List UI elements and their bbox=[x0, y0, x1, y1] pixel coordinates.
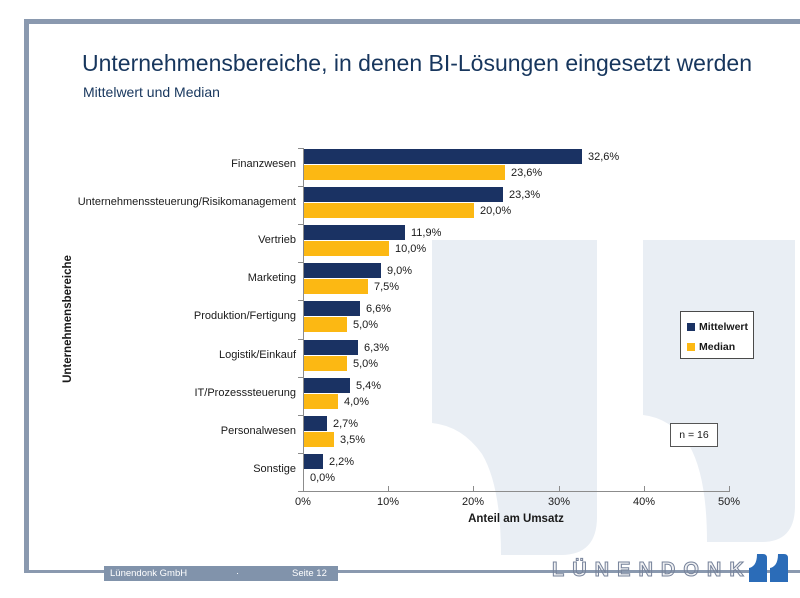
x-axis-tick bbox=[473, 486, 474, 491]
bar-median bbox=[304, 432, 334, 447]
y-axis-tick bbox=[298, 148, 303, 149]
slide-frame-top bbox=[24, 19, 800, 24]
category-label: IT/Prozesssteuerung bbox=[194, 387, 297, 399]
y-axis-tick bbox=[298, 491, 303, 492]
x-axis-tick bbox=[388, 486, 389, 491]
bar-mittelwert bbox=[304, 149, 582, 164]
value-label: 5,4% bbox=[356, 380, 382, 392]
value-label: 6,3% bbox=[364, 342, 390, 354]
bar-median bbox=[304, 356, 347, 371]
y-axis-tick bbox=[298, 339, 303, 340]
value-label: 2,2% bbox=[329, 456, 355, 468]
mittelwert-swatch-icon bbox=[687, 322, 695, 331]
bar-median bbox=[304, 203, 474, 218]
legend-label: Mittelwert bbox=[699, 321, 749, 333]
footer-company: Lünendonk GmbH bbox=[110, 568, 188, 579]
category-label: Finanzwesen bbox=[231, 158, 296, 170]
bar-mittelwert bbox=[304, 263, 381, 278]
footer-page-number: Seite 12 bbox=[292, 568, 327, 579]
y-axis-tick bbox=[298, 415, 303, 416]
chart-legend: Mittelwert Median bbox=[680, 311, 754, 359]
page-title: Unternehmensbereiche, in denen BI-Lösung… bbox=[82, 50, 752, 76]
x-axis-tick bbox=[644, 486, 645, 491]
y-axis-tick bbox=[298, 262, 303, 263]
bar-median bbox=[304, 165, 505, 180]
category-label: Vertrieb bbox=[258, 234, 296, 246]
footer-separator: · bbox=[236, 568, 240, 579]
y-axis-tick bbox=[298, 300, 303, 301]
value-label: 2,7% bbox=[333, 418, 359, 430]
value-label: 9,0% bbox=[387, 265, 413, 277]
bar-mittelwert bbox=[304, 225, 405, 240]
value-label: 6,6% bbox=[366, 303, 392, 315]
x-tick-label: 50% bbox=[717, 496, 741, 508]
x-axis-line bbox=[303, 491, 730, 492]
value-label: 4,0% bbox=[344, 396, 370, 408]
value-label: 5,0% bbox=[353, 358, 379, 370]
y-axis-tick bbox=[298, 377, 303, 378]
value-label: 32,6% bbox=[588, 151, 620, 163]
x-tick-label: 30% bbox=[547, 496, 571, 508]
category-label: Personalwesen bbox=[220, 425, 296, 437]
bar-mittelwert bbox=[304, 301, 360, 316]
x-tick-label: 40% bbox=[632, 496, 656, 508]
bar-mittelwert bbox=[304, 340, 358, 355]
category-label: Logistik/Einkauf bbox=[218, 349, 296, 361]
category-label: Produktion/Fertigung bbox=[193, 310, 296, 322]
bar-mittelwert bbox=[304, 416, 327, 431]
value-label: 23,6% bbox=[511, 167, 543, 179]
y-axis-tick bbox=[298, 453, 303, 454]
value-label: 5,0% bbox=[353, 319, 379, 331]
value-label: 11,9% bbox=[411, 227, 442, 239]
value-label: 3,5% bbox=[340, 434, 366, 446]
bar-median bbox=[304, 394, 338, 409]
bar-mittelwert bbox=[304, 378, 350, 393]
legend-entry-mittelwert: Mittelwert bbox=[687, 318, 753, 333]
legend-label: Median bbox=[699, 341, 736, 353]
x-axis-tick bbox=[559, 486, 560, 491]
median-swatch-icon bbox=[687, 342, 695, 351]
x-axis-title: Anteil am Umsatz bbox=[468, 513, 564, 525]
x-tick-label: 20% bbox=[461, 496, 485, 508]
value-label: 23,3% bbox=[509, 189, 541, 201]
lunendonk-logo-quotes-icon bbox=[749, 554, 788, 582]
bar-median bbox=[304, 279, 368, 294]
value-label: 20,0% bbox=[480, 205, 512, 217]
y-axis-tick bbox=[298, 224, 303, 225]
bar-median bbox=[304, 317, 347, 332]
x-tick-label: 10% bbox=[376, 496, 400, 508]
category-label: Sonstige bbox=[253, 463, 296, 475]
y-axis-line bbox=[303, 148, 304, 491]
y-axis-tick bbox=[298, 186, 303, 187]
slide-frame-left bbox=[24, 19, 29, 573]
footer-bar: Lünendonk GmbH · Seite 12 bbox=[104, 566, 338, 581]
value-label: 7,5% bbox=[374, 281, 400, 293]
lunendonk-logo-wordmark: LÜNENDONK bbox=[552, 559, 752, 582]
slide-frame-bottom-line bbox=[25, 570, 800, 573]
legend-entry-median: Median bbox=[687, 338, 753, 353]
bar-median bbox=[304, 241, 389, 256]
sample-size-badge: n = 16 bbox=[670, 423, 718, 447]
x-axis-tick bbox=[729, 486, 730, 491]
x-tick-label: 0% bbox=[295, 496, 311, 508]
category-label: Marketing bbox=[247, 272, 296, 284]
x-axis-tick bbox=[303, 486, 304, 491]
bar-mittelwert bbox=[304, 454, 323, 469]
category-label: Unternehmenssteuerung/Risikomanagement bbox=[77, 196, 296, 208]
bar-mittelwert bbox=[304, 187, 503, 202]
value-label: 0,0% bbox=[310, 472, 336, 484]
page-subtitle: Mittelwert und Median bbox=[83, 84, 220, 100]
value-label: 10,0% bbox=[395, 243, 427, 255]
